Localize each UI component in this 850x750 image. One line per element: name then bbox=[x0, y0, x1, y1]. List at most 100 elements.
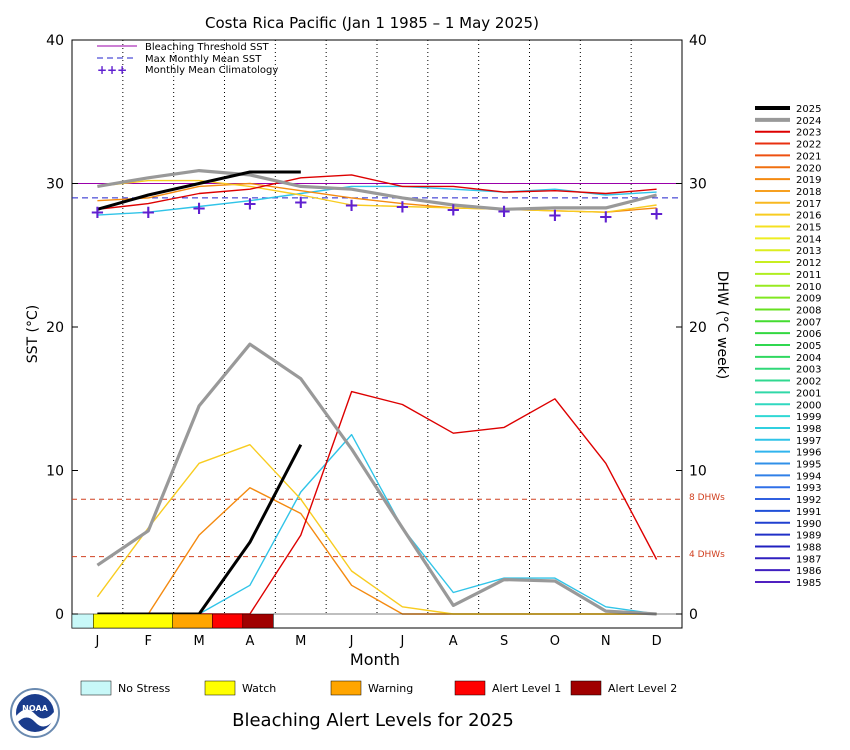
noaa-logo: NOAA bbox=[10, 688, 60, 738]
year-legend-label: 2018 bbox=[796, 187, 821, 198]
climatology-marker: + bbox=[547, 205, 562, 226]
year-legend-label: 1994 bbox=[796, 471, 821, 482]
noaa-logo-text: NOAA bbox=[22, 704, 48, 713]
year-legend-label: 2002 bbox=[796, 377, 821, 388]
year-legend-label: 2024 bbox=[796, 116, 821, 127]
series-1997-sst bbox=[97, 185, 657, 216]
year-legend-label: 1985 bbox=[796, 578, 821, 589]
climatology-marker: + bbox=[344, 195, 359, 216]
climatology-markers: + + + + + + + + + + + + bbox=[90, 192, 664, 227]
climatology-marker: + bbox=[141, 202, 156, 223]
year-legend-label: 1996 bbox=[796, 448, 821, 459]
year-legend-label: 2021 bbox=[796, 151, 821, 162]
climatology-marker: + bbox=[192, 198, 207, 219]
month-label: M bbox=[193, 634, 204, 649]
year-legend-label: 2017 bbox=[796, 199, 821, 210]
alert-segment bbox=[93, 613, 173, 629]
alert-segment bbox=[71, 613, 94, 629]
y2-tick-label: 20 bbox=[689, 320, 707, 336]
climatology-marker: + bbox=[395, 196, 410, 217]
alert-legend-label: Warning bbox=[368, 682, 413, 695]
month-label: N bbox=[601, 634, 611, 649]
year-legend-label: 2000 bbox=[796, 400, 821, 411]
alert-segment bbox=[242, 613, 274, 629]
month-label: S bbox=[500, 634, 508, 649]
year-legend-label: 2006 bbox=[796, 329, 821, 340]
year-legend-label: 1991 bbox=[796, 507, 821, 518]
year-legend-label: 1990 bbox=[796, 519, 821, 530]
y2-axis-label: DHW (°C week) bbox=[714, 271, 730, 380]
year-legend-label: 2013 bbox=[796, 246, 821, 257]
series-2024-dhw bbox=[96, 342, 657, 616]
year-legend: 2025202420232022202120202019201820172016… bbox=[755, 104, 821, 589]
year-legend-label: 2022 bbox=[796, 140, 821, 151]
year-legend-label: 2011 bbox=[796, 270, 821, 281]
year-legend-label: 1998 bbox=[796, 424, 821, 435]
y-tick-label: 30 bbox=[46, 177, 64, 193]
year-legend-label: 1989 bbox=[796, 531, 821, 542]
alert-legend-label: Alert Level 1 bbox=[492, 682, 561, 695]
month-label: M bbox=[295, 634, 306, 649]
climatology-marker: + bbox=[497, 201, 512, 222]
month-label: F bbox=[145, 634, 152, 649]
year-legend-label: 1997 bbox=[796, 436, 821, 447]
year-legend-label: 1992 bbox=[796, 495, 821, 506]
year-legend-label: 2020 bbox=[796, 163, 821, 174]
alert-bar-empty bbox=[273, 613, 683, 629]
legend-clim-swatch: +++ bbox=[97, 63, 127, 77]
year-legend-label: 1999 bbox=[796, 412, 821, 423]
series-2019-dhw bbox=[97, 487, 657, 615]
alert-legend-swatch bbox=[330, 680, 362, 696]
x-axis-label: Month bbox=[350, 650, 400, 669]
year-legend-label: 2010 bbox=[796, 282, 821, 293]
y-axis-label: SST (°C) bbox=[25, 305, 41, 363]
year-legend-label: 2014 bbox=[796, 234, 821, 245]
alert-legend-label: Watch bbox=[242, 682, 276, 695]
legend-threshold-label: Bleaching Threshold SST bbox=[145, 42, 270, 53]
month-label: A bbox=[449, 634, 458, 649]
dhw-8-label: 8 DHWs bbox=[689, 493, 725, 503]
climatology-marker: + bbox=[293, 192, 308, 213]
year-legend-label: 1986 bbox=[796, 566, 821, 577]
year-legend-label: 2012 bbox=[796, 258, 821, 269]
year-legend-label: 1995 bbox=[796, 460, 821, 471]
legend-mmm-label: Max Monthly Mean SST bbox=[145, 54, 262, 65]
alert-legend-swatch bbox=[570, 680, 602, 696]
series-2024-sst bbox=[97, 169, 657, 211]
year-legend-label: 2005 bbox=[796, 341, 821, 352]
year-legend-label: 1988 bbox=[796, 542, 821, 553]
alert-legend-swatch bbox=[204, 680, 236, 696]
year-legend-label: 1987 bbox=[796, 554, 821, 565]
footer-title: Bleaching Alert Levels for 2025 bbox=[232, 710, 514, 731]
y2-tick-label: 30 bbox=[689, 177, 707, 193]
month-gridlines bbox=[122, 40, 632, 614]
climatology-marker: + bbox=[90, 202, 105, 223]
month-label: J bbox=[349, 634, 354, 649]
alert-legend-label: No Stress bbox=[118, 682, 171, 695]
alert-bar bbox=[71, 613, 683, 629]
alert-legend-swatch bbox=[454, 680, 486, 696]
dhw-4-label: 4 DHWs bbox=[689, 550, 725, 560]
y2-tick-label: 10 bbox=[689, 464, 707, 480]
y2-tick-label: 0 bbox=[689, 607, 698, 623]
legend-clim-label: Monthly Mean Climatology bbox=[145, 65, 278, 76]
year-legend-label: 2025 bbox=[796, 104, 821, 115]
year-legend-label: 2019 bbox=[796, 175, 821, 186]
year-legend-label: 2001 bbox=[796, 388, 821, 399]
series-2025-sst bbox=[96, 170, 301, 211]
chart-title: Costa Rica Pacific (Jan 1 1985 – 1 May 2… bbox=[205, 14, 539, 32]
year-legend-label: 2016 bbox=[796, 211, 821, 222]
year-legend-label: 2023 bbox=[796, 128, 821, 139]
year-legend-label: 2015 bbox=[796, 223, 821, 234]
y-tick-label: 40 bbox=[46, 33, 64, 49]
month-label: D bbox=[652, 634, 662, 649]
alert-segment bbox=[212, 613, 244, 629]
series-2016-sst bbox=[97, 179, 657, 213]
year-legend-label: 1993 bbox=[796, 483, 821, 494]
y2-tick-label: 40 bbox=[689, 33, 707, 49]
y-tick-label: 10 bbox=[46, 464, 64, 480]
alert-segment bbox=[172, 613, 213, 629]
year-legend-label: 2003 bbox=[796, 365, 821, 376]
